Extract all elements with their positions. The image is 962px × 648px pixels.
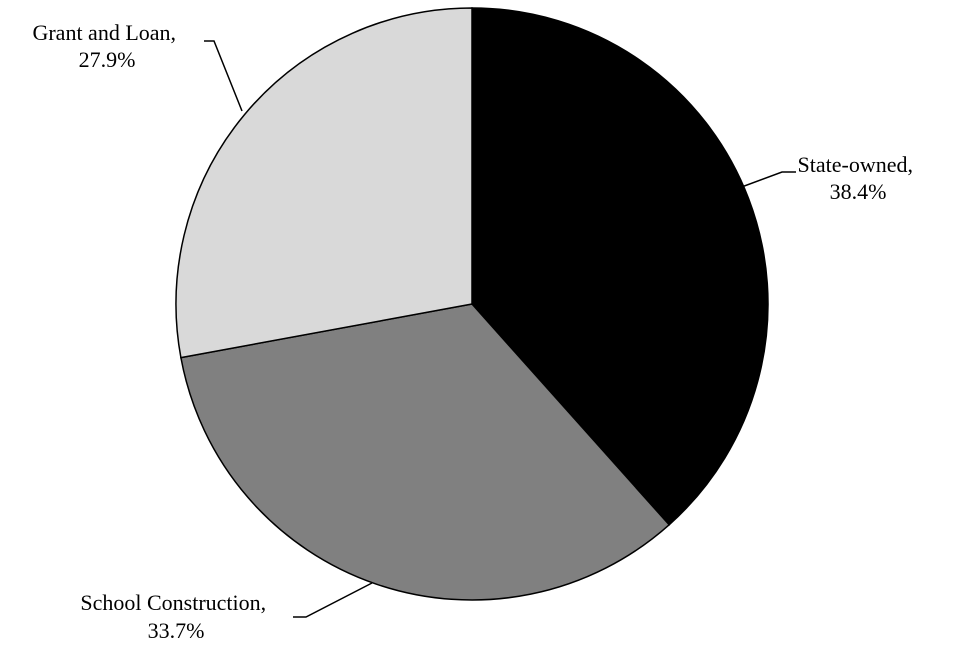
slice-value-grant-and-loan: 27.9% (79, 47, 136, 72)
slice-name-school-construction: School Construction (80, 590, 260, 615)
slice-label-state-owned: State-owned, 38.4% (798, 152, 919, 204)
leader-lines (204, 40, 796, 618)
slice-name-state-owned: State-owned (798, 152, 908, 177)
leader-line-grant-and-loan (204, 40, 243, 112)
slice-value-school-construction: 33.7% (148, 618, 205, 643)
pie-slice-grant-and-loan (175, 7, 473, 359)
leader-line-school-construction (293, 582, 373, 618)
pie-slice-state-owned (471, 7, 769, 526)
slice-value-state-owned: 38.4% (830, 179, 887, 204)
leader-line-state-owned (711, 171, 796, 199)
pie-slices (175, 7, 769, 601)
slice-name-grant-and-loan: Grant and Loan (32, 20, 170, 45)
slice-label-school-construction: School Construction, 33.7% (80, 590, 271, 643)
slice-label-grant-and-loan: Grant and Loan, 27.9% (32, 20, 181, 72)
pie-slice-school-construction (180, 303, 671, 601)
